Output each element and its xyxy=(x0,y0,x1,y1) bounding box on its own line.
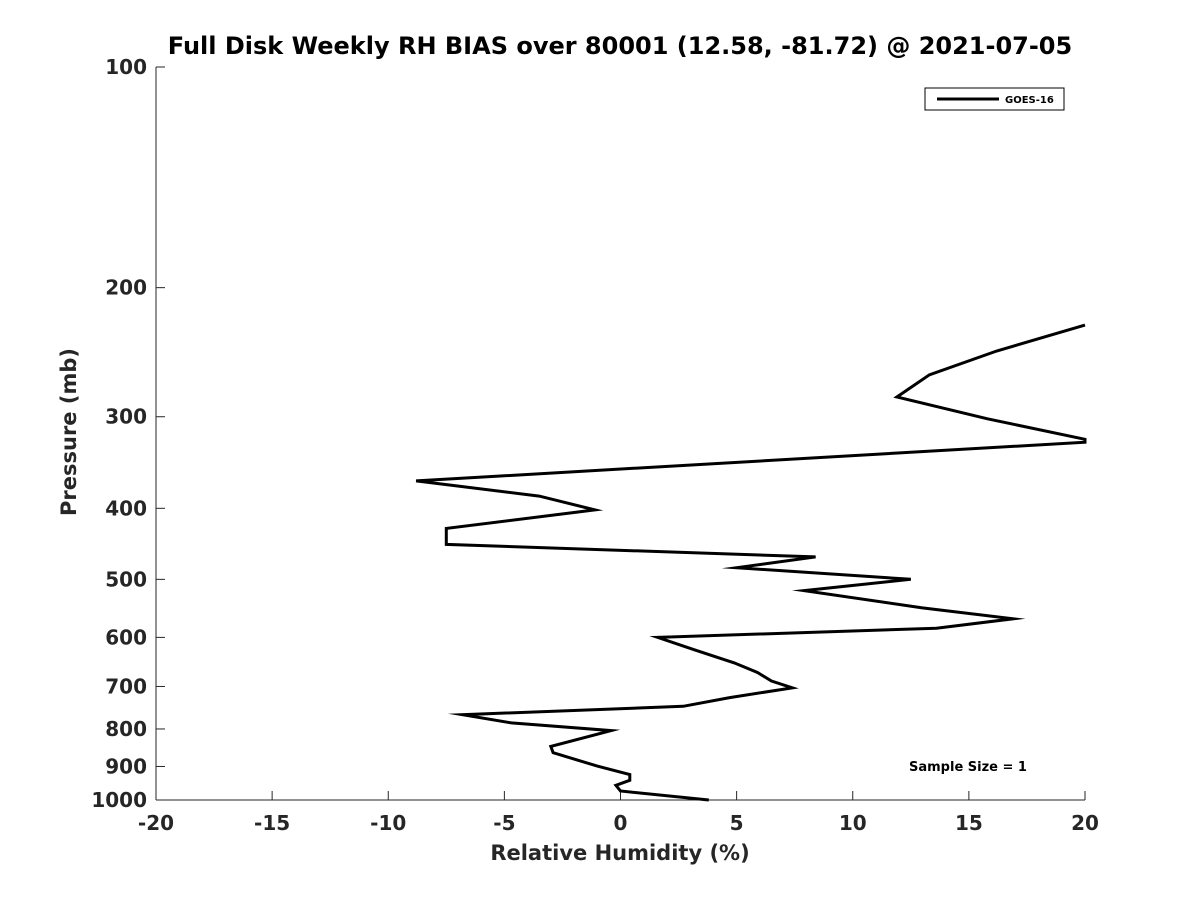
x-axis-ticks: -20 -15 -10 -5 0 5 10 15 20 xyxy=(138,791,1099,835)
y-tick-label: 500 xyxy=(105,567,147,591)
y-tick-label: 800 xyxy=(105,717,147,741)
y-tick-label: 600 xyxy=(105,625,147,649)
y-tick-label: 900 xyxy=(105,754,147,778)
y-axis-label: Pressure (mb) xyxy=(57,348,81,516)
x-tick-label: -10 xyxy=(370,811,406,835)
axes xyxy=(155,67,1085,801)
x-tick-label: 0 xyxy=(614,811,628,835)
x-tick-label: 5 xyxy=(730,811,744,835)
legend-label-goes-16: GOES-16 xyxy=(1005,95,1054,106)
y-tick-label: 1000 xyxy=(91,788,147,812)
x-tick-label: 15 xyxy=(955,811,983,835)
x-tick-label: -5 xyxy=(493,811,515,835)
series-line-goes-16 xyxy=(415,323,1087,802)
sample-size-annotation: Sample Size = 1 xyxy=(909,760,1027,775)
x-tick-label: 10 xyxy=(839,811,867,835)
x-axis-label: Relative Humidity (%) xyxy=(490,841,749,865)
series-layer xyxy=(415,323,1087,802)
chart-title: Full Disk Weekly RH BIAS over 80001 (12.… xyxy=(168,32,1072,60)
x-tick-label: 20 xyxy=(1071,811,1099,835)
y-tick-label: 400 xyxy=(105,496,147,520)
y-tick-label: 200 xyxy=(105,276,147,300)
legend: GOES-16 xyxy=(924,87,1065,111)
y-tick-label: 100 xyxy=(105,55,147,79)
y-tick-label: 300 xyxy=(105,405,147,429)
y-tick-label: 700 xyxy=(105,674,147,698)
x-tick-label: -15 xyxy=(254,811,290,835)
y-axis-ticks: 100 200 300 400 500 600 700 800 900 1000 xyxy=(91,55,165,812)
x-tick-label: -20 xyxy=(138,811,174,835)
